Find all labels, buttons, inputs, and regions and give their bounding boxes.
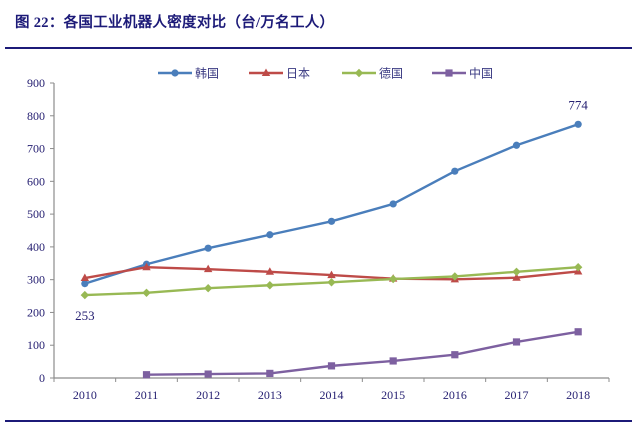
x-tick-label: 2015 — [381, 388, 405, 402]
data-point — [265, 267, 275, 275]
legend-marker — [171, 69, 179, 77]
data-point — [389, 357, 397, 365]
data-point — [450, 272, 460, 281]
data-point — [512, 273, 521, 281]
legend-label: 中国 — [469, 66, 493, 81]
data-point — [573, 263, 583, 272]
data-point — [512, 338, 521, 346]
y-tick-label: 800 — [27, 109, 45, 123]
legend-item: 中国 — [432, 66, 493, 81]
data-point — [451, 167, 459, 175]
data-point — [266, 231, 274, 239]
legend-label: 德国 — [379, 66, 403, 81]
y-tick-label: 600 — [27, 174, 45, 188]
data-point — [327, 270, 336, 279]
data-point — [574, 328, 582, 336]
data-label: 253 — [75, 308, 95, 323]
x-tick-label: 2013 — [258, 388, 282, 402]
series-3 — [142, 328, 582, 379]
x-tick-label: 2017 — [505, 388, 529, 402]
x-tick-label: 2011 — [135, 388, 159, 402]
series-line — [84, 123, 579, 285]
data-point — [512, 141, 521, 149]
data-point — [142, 288, 151, 297]
data-point — [80, 273, 90, 282]
data-point — [389, 200, 397, 208]
y-tick-label: 0 — [39, 371, 45, 385]
data-point — [203, 264, 213, 273]
x-tick-label: 2016 — [443, 388, 467, 402]
data-point — [81, 280, 89, 288]
data-label: 774 — [568, 97, 588, 112]
data-point — [327, 362, 336, 370]
footer-divider — [5, 420, 632, 422]
legend-item: 韩国 — [158, 66, 219, 81]
y-tick-label: 100 — [27, 338, 45, 352]
data-point — [203, 283, 213, 293]
data-point — [142, 371, 151, 379]
header-divider — [5, 47, 632, 49]
data-point — [265, 281, 275, 290]
data-point — [512, 267, 521, 276]
data-point — [388, 274, 398, 284]
data-point — [327, 278, 336, 287]
data-point — [204, 244, 212, 252]
figure-title: 图 22：各国工业机器人密度对比（台/万名工人） — [15, 15, 335, 31]
y-tick-label: 200 — [27, 305, 45, 319]
legend-label: 日本 — [286, 67, 310, 81]
data-point — [451, 351, 459, 359]
data-point — [266, 369, 274, 378]
legend-marker — [445, 69, 453, 77]
series-2 — [80, 263, 583, 300]
legend-label: 韩国 — [195, 66, 219, 81]
x-tick-label: 2014 — [320, 388, 344, 402]
data-point — [574, 120, 582, 128]
y-tick-label: 700 — [27, 142, 45, 156]
y-tick-label: 400 — [27, 240, 45, 254]
y-tick-label: 300 — [27, 273, 45, 287]
data-point — [80, 290, 90, 300]
series-0 — [81, 120, 582, 288]
legend-marker — [354, 68, 364, 78]
legend-item: 德国 — [342, 66, 403, 81]
x-tick-label: 2010 — [73, 388, 97, 402]
data-point — [204, 370, 212, 378]
data-point — [142, 262, 151, 271]
y-tick-label: 900 — [27, 76, 45, 90]
legend-marker — [261, 68, 271, 76]
x-tick-label: 2012 — [196, 388, 220, 402]
y-tick-label: 500 — [27, 207, 45, 221]
legend: 韩国 日本 德国 中国 — [158, 66, 493, 81]
x-tick-label: 2018 — [566, 388, 590, 402]
data-point — [327, 217, 336, 225]
series-line — [146, 330, 579, 376]
legend-item: 日本 — [249, 67, 310, 81]
